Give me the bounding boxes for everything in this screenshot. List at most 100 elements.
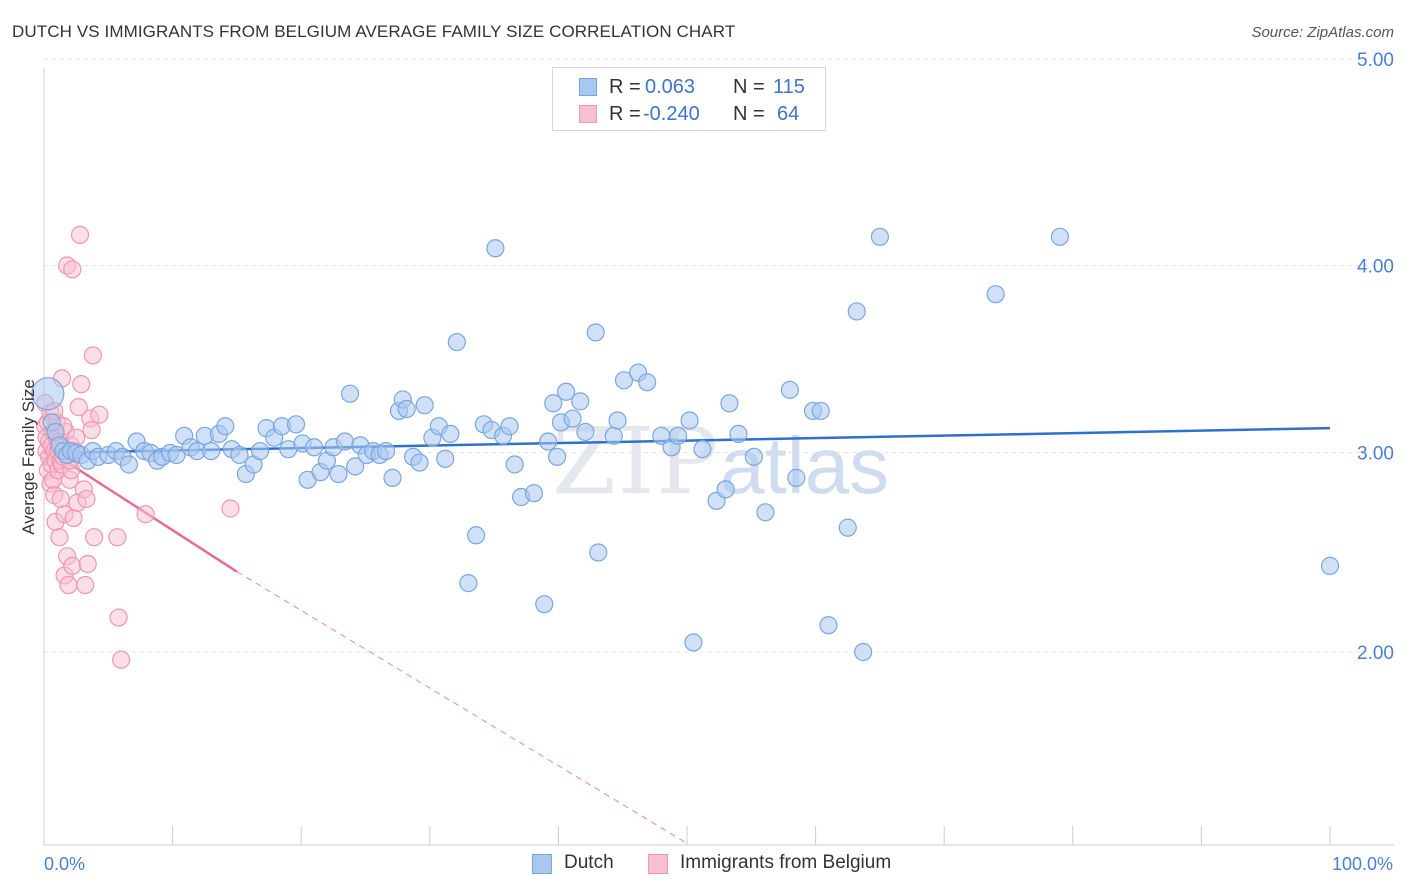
dutch-point [524,484,544,503]
dutch-point [608,411,627,430]
x-tick-label-min: 0.0% [44,854,85,874]
dutch-point [693,440,712,459]
legend-label-belgium: Immigrants from Belgium [680,852,892,873]
belgium-point [109,608,128,627]
dutch-point [544,394,563,413]
dutch-point [986,285,1005,304]
dutch-point [216,417,235,436]
belgium-point [85,528,104,547]
stat-r-value: 0.063 [645,76,696,98]
dutch-point [410,453,429,472]
dutch-point [119,455,138,474]
stat-n-label: N = [733,103,765,125]
belgium-swatch [579,105,597,123]
belgium-point [108,528,127,547]
dutch-point [811,401,830,421]
dutch-legend-swatch [532,854,552,874]
dutch-point [576,422,595,442]
dutch-point [614,371,634,390]
dutch-point [376,442,396,461]
dutch-point [397,399,416,419]
dutch-swatch [579,78,597,96]
belgium-point [63,260,82,279]
belgium-point [83,346,102,365]
dutch-point [250,442,270,461]
belgium-point [72,375,91,394]
belgium-point [78,554,97,574]
dutch-point [346,457,365,476]
y-tick-label: 3.00 [1357,444,1394,465]
dutch-point [780,380,799,399]
dutch-point [638,373,657,392]
belgium-point [76,575,95,595]
dutch-point [729,424,748,443]
dutch-point [329,464,348,484]
belgium-legend-swatch [648,854,668,874]
legend-label-dutch: Dutch [564,852,614,873]
dutch-point [1050,227,1070,246]
belgium-point [90,405,109,424]
dutch-point [286,415,306,434]
belgium-point [70,225,90,244]
dutch-point [335,432,355,451]
dutch-point [571,392,590,411]
belgium-point [69,397,88,417]
stats-box: R = 0.063 N = 115 R = -0.240 N = 64 [552,67,826,131]
belgium-point [50,528,69,547]
dutch-point [847,302,866,321]
stat-r-value: -0.240 [643,103,700,125]
dutch-point [202,442,221,461]
stat-r-label: R = [609,76,641,98]
stat-n-value: 64 [777,103,800,125]
dutch-point [486,239,505,258]
dutch-point [167,445,186,465]
belgium-point [63,556,82,576]
dutch-point [604,426,623,445]
grid-layer [44,58,1394,653]
belgium-point [112,650,131,669]
dutch-point [720,394,739,413]
dutch-point [870,227,890,246]
dutch-point [668,426,688,445]
dutch-point [500,417,519,436]
dutch-point [441,424,460,443]
dutch-point [589,543,608,562]
dutch-point [756,503,775,522]
dutch-point [787,468,806,487]
stat-n-label: N = [733,76,765,98]
dutch-point [383,468,402,487]
belgium-point [77,489,96,509]
belgium-point [59,575,78,595]
dutch-point [557,382,576,401]
dutch-point [31,377,65,411]
dutch-point [436,449,455,468]
dutch-point [1320,556,1340,576]
dutch-point [539,432,558,451]
dutch-point [230,445,249,465]
dutch-point [304,438,324,457]
axis-layer: 2.00 3.00 4.00 5.00 0.0% 100.0% [43,50,1394,874]
y-tick-label: 5.00 [1357,50,1394,71]
belgium-trendline-extension [236,571,688,844]
dutch-point [680,411,699,430]
dutch-point [447,332,466,352]
stat-r-label: R = [609,103,641,125]
chart-title: DUTCH VS IMMIGRANTS FROM BELGIUM AVERAGE… [12,22,736,41]
dutch-point [535,595,554,614]
dutch-point [563,409,582,428]
dutch-point [744,447,763,466]
belgium-point [64,508,83,528]
belgium-point [82,420,101,440]
dutch-point [466,526,486,545]
dutch-point [415,396,434,415]
y-tick-label: 2.00 [1357,643,1394,664]
x-tick-label-max: 100.0% [1332,854,1393,874]
dutch-point [459,574,478,593]
chart-source: Source: ZipAtlas.com [1251,24,1394,41]
dutch-point [684,633,703,652]
dutch-point [716,480,735,499]
dutch-point [854,642,873,662]
y-axis-label: Average Family Size [19,379,38,535]
stat-n-value: 115 [773,76,805,98]
